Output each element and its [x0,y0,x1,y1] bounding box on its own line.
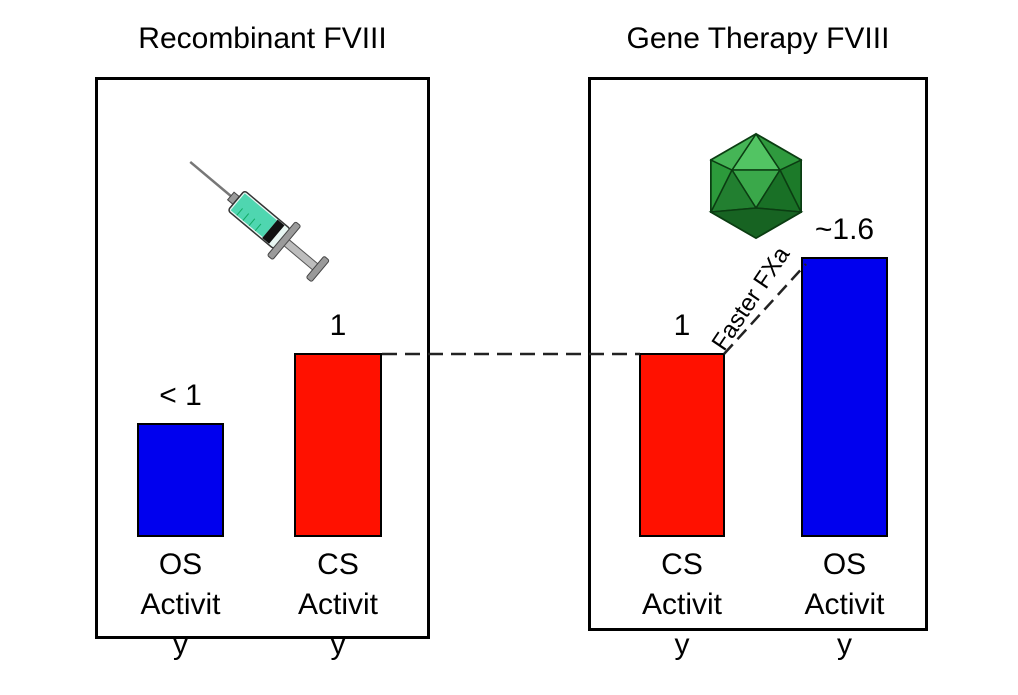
left-bar-2 [294,353,382,537]
bar-label-line: OS [158,548,203,581]
bar-label-line: Activit [804,588,885,621]
right-bar-1-axis-label: CS Activit y [599,545,765,665]
bar-label-line: CS [317,548,359,581]
right-panel-title: Gene Therapy FVIII [626,22,890,55]
left-panel-box [95,77,430,639]
right-bar-2-axis-label: OS Activit y [761,545,928,665]
left-bar-1-value-label: < 1 [159,379,202,412]
left-bar-2-axis-label: CS Activit y [254,545,422,665]
icosahedron-virus-icon [708,132,804,240]
right-bar-1-value-label: 1 [673,309,691,342]
left-bar-1 [137,423,224,537]
bar-label-line: y [837,628,852,661]
left-bar-1-axis-label: OS Activit y [97,545,264,665]
faster-fxa-dashed-connector [723,263,807,355]
bar-label-line: y [173,628,188,661]
bar-label-line: Activit [140,588,221,621]
left-panel-title: Recombinant FVIII [138,22,387,55]
bar-label-line: Activit [641,588,722,621]
bar-label-line: y [330,628,346,661]
bar-label-line: Activit [297,588,378,621]
bar-label-line: OS [822,548,867,581]
right-bar-2-value-label: ~1.6 [814,213,875,246]
syringe-icon [189,160,330,282]
right-bar-2 [801,257,888,537]
bar-label-line: CS [661,548,703,581]
left-bar-2-value-label: 1 [329,309,347,342]
bar-label-line: y [674,628,690,661]
right-bar-1 [639,353,725,537]
